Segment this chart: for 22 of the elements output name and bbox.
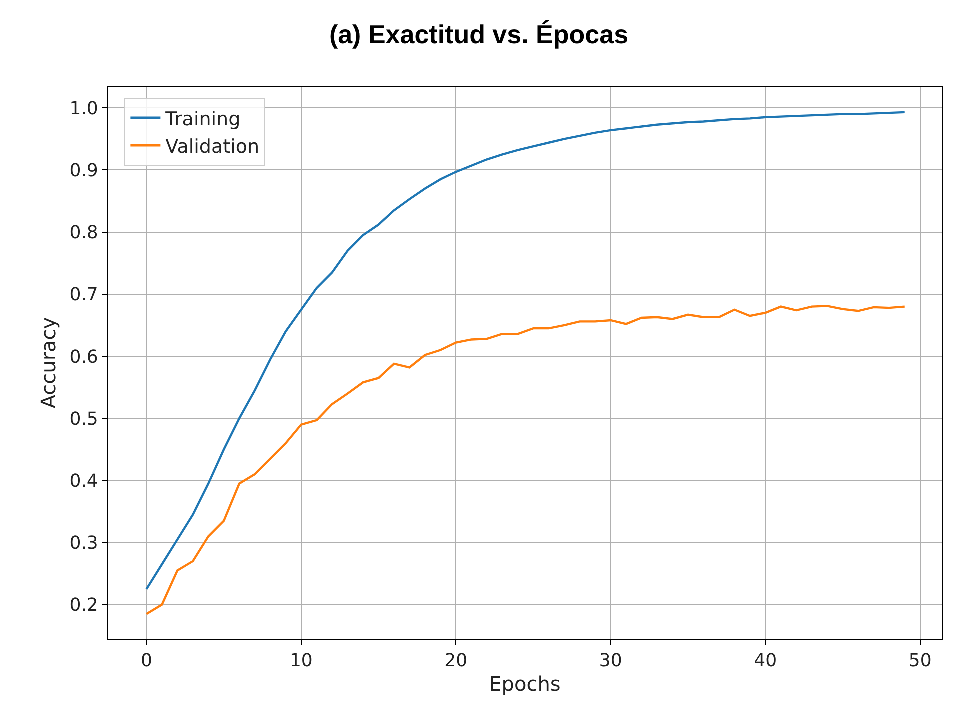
legend-label: Training [164, 108, 241, 130]
y-tick-label: 0.6 [70, 346, 98, 368]
x-tick-label: 10 [290, 650, 313, 672]
legend-label: Validation [166, 136, 260, 158]
x-tick-label: 50 [908, 650, 932, 672]
y-axis-title: Accuracy [36, 317, 60, 409]
y-tick-label: 0.5 [70, 408, 98, 430]
chart-title: (a) Exactitud vs. Épocas [329, 19, 629, 50]
x-tick-label: 30 [599, 650, 622, 672]
y-tick-label: 0.2 [70, 595, 98, 616]
y-tick-label: 0.3 [70, 533, 98, 554]
y-tick-label: 0.7 [70, 284, 98, 306]
x-tick-label: 0 [140, 650, 152, 672]
x-axis-title: Epochs [489, 672, 561, 696]
y-tick-label: 0.9 [70, 160, 98, 182]
line-series [146, 305, 906, 616]
line-series [146, 111, 906, 590]
x-tick-label: 20 [444, 650, 468, 672]
y-tick-label: 0.4 [70, 470, 98, 492]
y-tick-label: 0.8 [70, 222, 98, 244]
x-tick-label: 40 [754, 650, 778, 672]
y-tick-label: 1.0 [70, 98, 98, 120]
